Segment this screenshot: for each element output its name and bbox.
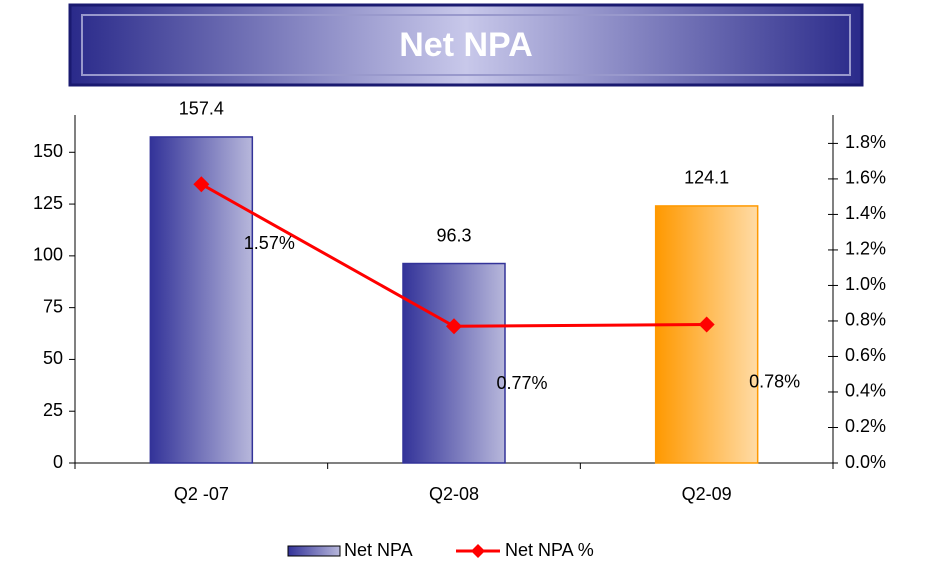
x-tick-label: Q2-08	[429, 484, 479, 504]
y-tick-label: 150	[33, 141, 63, 161]
line-value-label: 1.57%	[244, 233, 295, 253]
line-value-label: 0.78%	[749, 371, 800, 391]
y2-tick-label: 0.8%	[845, 310, 886, 330]
bar	[402, 262, 506, 464]
y-tick-label: 125	[33, 193, 63, 213]
title-banner	[68, 3, 864, 87]
x-tick-label: Q2 -07	[174, 484, 229, 504]
y2-tick-label: 0.2%	[845, 416, 886, 436]
line-marker	[698, 316, 715, 333]
line-marker	[446, 318, 462, 335]
y2-tick-label: 1.0%	[845, 274, 886, 294]
legend-swatch	[287, 545, 341, 557]
bar	[654, 205, 759, 464]
bar-value-label: 157.4	[179, 99, 224, 119]
y-tick-label: 50	[43, 348, 63, 368]
y2-tick-label: 0.6%	[845, 345, 886, 365]
line-marker	[193, 176, 210, 193]
line-value-label: 0.77%	[496, 373, 547, 393]
legend-label: Net NPA	[344, 540, 413, 560]
x-tick-label: Q2-09	[682, 484, 732, 504]
y-tick-label: 25	[43, 400, 63, 420]
legend-label: Net NPA %	[505, 540, 594, 560]
y2-tick-label: 0.0%	[845, 452, 886, 472]
y-tick-label: 75	[43, 296, 63, 316]
y-tick-label: 100	[33, 245, 63, 265]
bar-value-label: 124.1	[684, 168, 729, 188]
bar-value-label: 96.3	[436, 225, 471, 245]
y2-tick-label: 0.4%	[845, 381, 886, 401]
y2-tick-label: 1.4%	[845, 203, 886, 223]
y2-tick-label: 1.2%	[845, 239, 886, 259]
chart-title: Net NPA	[399, 26, 533, 64]
y2-tick-label: 1.6%	[845, 168, 886, 188]
y-tick-label: 0	[53, 452, 63, 472]
legend-marker	[471, 544, 485, 558]
y2-tick-label: 1.8%	[845, 132, 886, 152]
title-banner-inner	[81, 14, 851, 76]
